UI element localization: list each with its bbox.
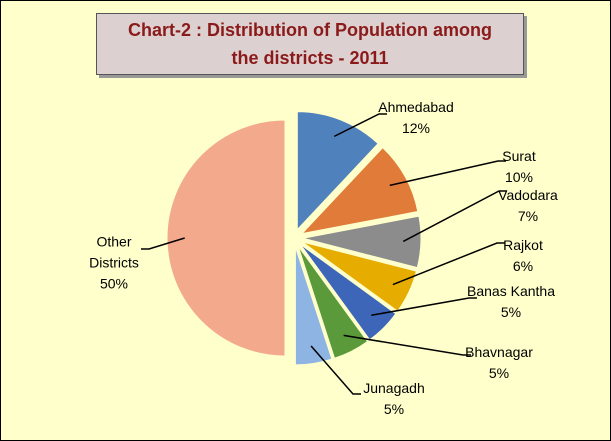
- pie-slice: [166, 119, 286, 357]
- slice-label: Bhavnagar 5%: [454, 342, 544, 384]
- value-label: 5%: [488, 365, 510, 381]
- leader-line: [141, 237, 185, 250]
- leader-line: [389, 160, 506, 187]
- pie-slice: [297, 245, 369, 359]
- slice-label: Surat 10%: [489, 146, 549, 188]
- slice-label: Junagadh 5%: [354, 378, 434, 420]
- category-label: Bhavnagar: [465, 344, 533, 360]
- value-label: 6%: [512, 258, 534, 274]
- value-label: 50%: [99, 275, 129, 292]
- value-label: 12%: [401, 120, 431, 136]
- value-label: 10%: [504, 169, 534, 185]
- value-label: 5%: [500, 304, 522, 320]
- leader-line: [371, 297, 477, 317]
- slice-label: Vadodara 7%: [483, 185, 573, 227]
- value-label: 7%: [517, 208, 539, 224]
- category-label: Surat: [502, 148, 536, 164]
- category-label: Junagadh: [363, 380, 425, 396]
- category-label: Rajkot: [503, 237, 543, 253]
- pie-slice: [296, 111, 379, 231]
- leader-line: [402, 190, 507, 243]
- slice-label: Ahmedabad 12%: [371, 97, 461, 139]
- chart-title: Chart-2 : Distribution of Population amo…: [96, 13, 524, 75]
- slice-label: Banas Kantha 5%: [456, 281, 566, 323]
- leader-line: [310, 345, 361, 395]
- pie-slice: [294, 246, 333, 366]
- pie-slice: [302, 215, 422, 269]
- slice-label: Rajkot 6%: [493, 235, 553, 277]
- value-label: 5%: [383, 401, 405, 417]
- category-label: Ahmedabad: [378, 99, 454, 115]
- leader-line: [392, 242, 505, 286]
- pie-slice: [300, 146, 419, 235]
- leader-line: [343, 334, 471, 356]
- category-label: Banas Kantha: [467, 283, 555, 299]
- category-label: Vadodara: [498, 187, 558, 203]
- slice-label: Other Districts 50%: [79, 232, 149, 295]
- category-label: Other Districts: [89, 233, 139, 271]
- leader-line: [333, 113, 387, 138]
